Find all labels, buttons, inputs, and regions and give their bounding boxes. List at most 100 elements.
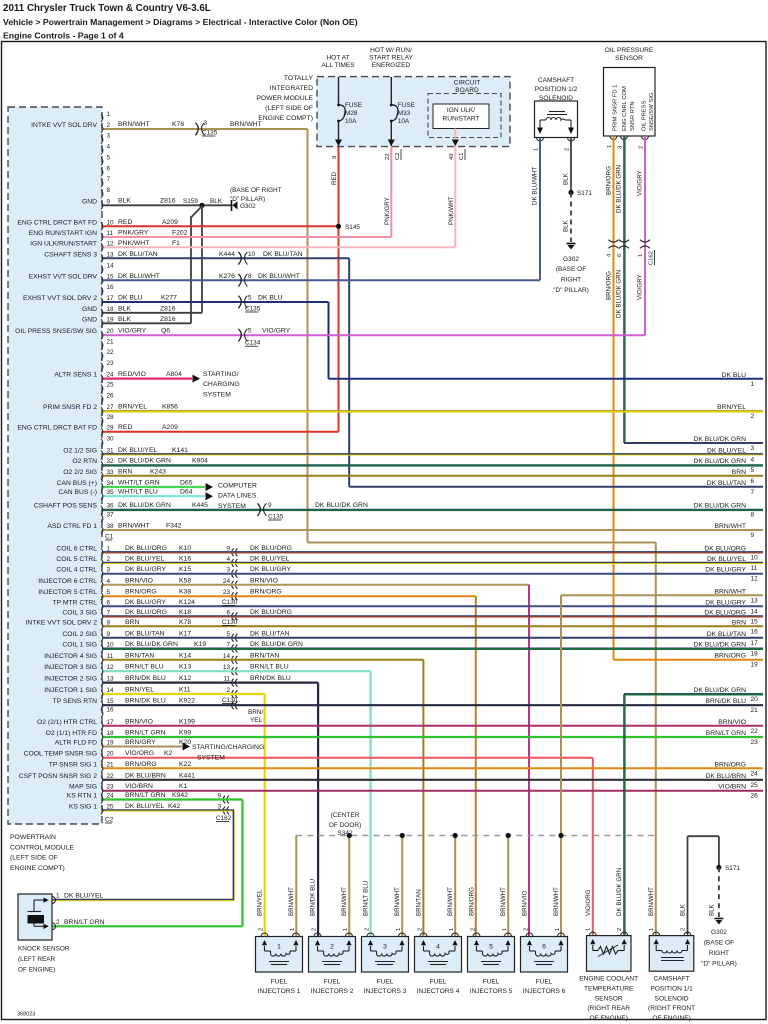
svg-text:"D" PILLAR): "D" PILLAR): [701, 961, 737, 968]
svg-text:BLK: BLK: [563, 172, 570, 185]
svg-text:CIRCUIT: CIRCUIT: [454, 80, 481, 87]
svg-text:VIO/ORG: VIO/ORG: [585, 889, 592, 916]
svg-text:1: 1: [56, 893, 60, 900]
svg-text:4: 4: [751, 456, 755, 463]
svg-text:DK BLU/GRY: DK BLU/GRY: [705, 599, 746, 606]
svg-text:31: 31: [107, 447, 115, 454]
svg-text:(BASE OF: (BASE OF: [556, 266, 586, 273]
svg-text:BRN/WHT: BRN/WHT: [341, 887, 348, 916]
svg-text:INJECTORS 2: INJECTORS 2: [311, 988, 354, 995]
svg-text:BRN: BRN: [118, 468, 132, 475]
svg-text:DK BLU/DK GRN: DK BLU/DK GRN: [118, 458, 171, 465]
svg-text:BLK: BLK: [680, 903, 687, 916]
svg-text:PRIM SNSR FD 1: PRIM SNSR FD 1: [613, 85, 619, 131]
svg-text:DK BLU/YEL: DK BLU/YEL: [707, 556, 746, 563]
svg-text:12: 12: [107, 240, 115, 247]
svg-text:2: 2: [751, 413, 755, 420]
svg-text:BRN/: BRN/: [248, 709, 263, 716]
svg-text:K277: K277: [161, 295, 177, 302]
svg-text:17: 17: [107, 719, 115, 726]
svg-text:K276: K276: [219, 273, 235, 280]
svg-text:K14: K14: [179, 652, 191, 659]
svg-text:OF DOOR): OF DOOR): [329, 822, 362, 829]
svg-text:4: 4: [107, 144, 111, 151]
svg-text:K1: K1: [179, 783, 188, 790]
svg-text:VIO/ORG: VIO/ORG: [125, 750, 154, 757]
svg-text:CAMSHAFT: CAMSHAFT: [653, 976, 689, 983]
svg-text:DK BLU/BRN: DK BLU/BRN: [125, 772, 166, 779]
svg-text:6: 6: [107, 599, 111, 606]
svg-text:DK BLU/GRY: DK BLU/GRY: [250, 566, 292, 573]
svg-text:CHARGING: CHARGING: [203, 381, 240, 388]
svg-text:DK BLU/TAN: DK BLU/TAN: [125, 630, 165, 637]
svg-text:9: 9: [107, 198, 111, 205]
svg-text:4: 4: [436, 944, 440, 951]
svg-text:28: 28: [107, 414, 115, 421]
svg-text:20: 20: [107, 751, 115, 758]
svg-text:BRN/ORG: BRN/ORG: [714, 653, 746, 660]
svg-text:ALTR FLD FD: ALTR FLD FD: [55, 740, 97, 747]
svg-text:"D" PILLAR): "D" PILLAR): [553, 287, 589, 294]
svg-text:3: 3: [204, 120, 208, 127]
svg-text:K22: K22: [179, 761, 191, 768]
svg-text:2: 2: [226, 687, 230, 694]
svg-text:37: 37: [107, 511, 115, 518]
svg-text:1: 1: [751, 381, 755, 388]
svg-text:STARTING/CHARGING: STARTING/CHARGING: [192, 744, 264, 751]
svg-text:BLK: BLK: [563, 219, 570, 232]
svg-text:20: 20: [751, 696, 759, 703]
svg-text:1: 1: [107, 545, 111, 552]
svg-text:BLK: BLK: [118, 198, 131, 205]
svg-text:FUEL: FUEL: [536, 979, 553, 986]
svg-text:FUEL: FUEL: [324, 979, 341, 986]
svg-text:9: 9: [107, 631, 111, 638]
svg-text:BRN/LT BLU: BRN/LT BLU: [250, 664, 289, 671]
svg-text:K12: K12: [179, 675, 191, 682]
svg-text:K18: K18: [179, 609, 191, 616]
svg-text:SENSOR: SENSOR: [595, 995, 623, 1002]
svg-text:3: 3: [226, 567, 230, 574]
svg-text:S342: S342: [337, 830, 353, 837]
svg-text:BRN/DK BLU: BRN/DK BLU: [705, 698, 746, 705]
svg-text:RIGHT: RIGHT: [709, 950, 729, 957]
svg-text:DK BLU/YEL: DK BLU/YEL: [118, 447, 158, 454]
svg-text:S171: S171: [577, 190, 592, 197]
svg-text:CAN BUS (+): CAN BUS (+): [57, 480, 97, 487]
svg-text:A209: A209: [162, 219, 178, 226]
svg-text:3: 3: [383, 944, 387, 951]
svg-text:7: 7: [107, 609, 111, 616]
svg-text:DK BLU/TAN: DK BLU/TAN: [707, 631, 746, 638]
svg-text:BRN/ORG: BRN/ORG: [606, 271, 613, 300]
svg-text:RED: RED: [331, 171, 338, 185]
svg-text:BRN/WHT: BRN/WHT: [648, 887, 655, 916]
svg-text:WHT/LT GRN: WHT/LT GRN: [118, 480, 160, 487]
svg-text:INJECTOR 2 SIG: INJECTOR 2 SIG: [44, 676, 97, 683]
svg-text:PNK/WHT: PNK/WHT: [118, 240, 149, 247]
svg-text:DK BLU/DK GRN: DK BLU/DK GRN: [616, 270, 623, 318]
svg-text:DK BLU/DK GRN: DK BLU/DK GRN: [693, 642, 746, 649]
svg-text:INJECTOR 5 CTRL: INJECTOR 5 CTRL: [38, 589, 97, 596]
svg-text:TOTALLY: TOTALLY: [284, 75, 314, 82]
svg-text:Z816: Z816: [160, 316, 176, 323]
svg-text:K243: K243: [150, 468, 166, 475]
svg-text:Vehicle > Powertrain Managemen: Vehicle > Powertrain Management > Diagra…: [3, 17, 358, 27]
svg-text:BRN/WHT: BRN/WHT: [118, 523, 150, 530]
svg-text:K99: K99: [179, 730, 191, 737]
svg-text:VIO/GRY: VIO/GRY: [262, 328, 291, 335]
svg-text:COIL 5 CTRL: COIL 5 CTRL: [56, 556, 97, 563]
svg-text:1: 1: [638, 254, 644, 257]
svg-text:STARTING/: STARTING/: [203, 371, 239, 378]
svg-text:DATA LINES: DATA LINES: [218, 493, 257, 500]
svg-text:COIL 2 SIG: COIL 2 SIG: [62, 631, 97, 638]
svg-text:O2 1/2 SIG: O2 1/2 SIG: [63, 447, 97, 454]
svg-text:DK BLU/YEL: DK BLU/YEL: [707, 447, 746, 454]
svg-text:BRN/ORG: BRN/ORG: [250, 589, 282, 596]
svg-text:DK BLU/DK GRN: DK BLU/DK GRN: [693, 436, 746, 443]
svg-text:START RELAY: START RELAY: [369, 55, 413, 62]
svg-text:K445: K445: [192, 502, 208, 509]
svg-text:13: 13: [751, 597, 759, 604]
svg-text:DK BLU: DK BLU: [118, 295, 143, 302]
svg-text:BLK: BLK: [118, 305, 131, 312]
svg-text:1: 1: [107, 111, 111, 118]
svg-text:368023: 368023: [17, 1012, 35, 1018]
